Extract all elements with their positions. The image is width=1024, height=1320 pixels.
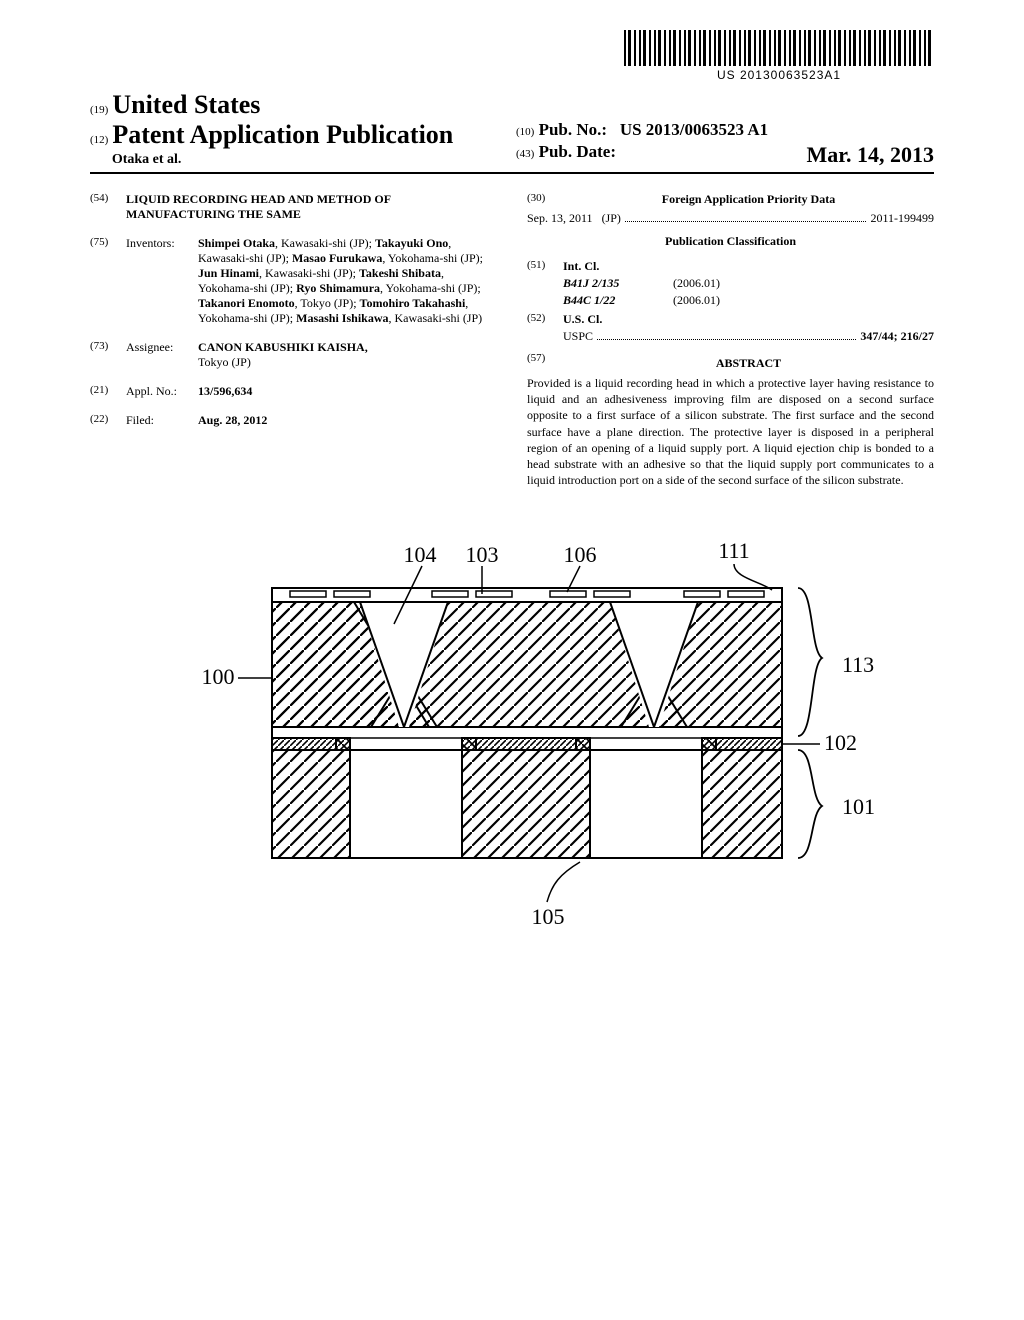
pub-no-line: (10) Pub. No.: US 2013/0063523 A1: [516, 120, 934, 140]
pub-date-line: (43) Pub. Date: Mar. 14, 2013: [516, 142, 934, 168]
pub-date-label: Pub. Date:: [539, 142, 616, 161]
code-51: (51): [527, 259, 563, 271]
header: (19) United States (12) Patent Applicati…: [90, 90, 934, 174]
int-cl-block: Int. Cl. B41J 2/135 (2006.01) B44C 1/22 …: [563, 259, 934, 310]
code-57: (57): [527, 352, 563, 375]
int-cl-row-1: B44C 1/22 (2006.01): [563, 293, 934, 308]
ref-106: 106: [564, 542, 597, 567]
field-appl-no: (21) Appl. No.: 13/596,634: [90, 384, 497, 399]
ref-111: 111: [718, 538, 749, 563]
abstract-heading: ABSTRACT: [563, 356, 934, 371]
field-filed: (22) Filed: Aug. 28, 2012: [90, 413, 497, 428]
dotted-leader: [625, 211, 867, 222]
invention-title: LIQUID RECORDING HEAD AND METHOD OF MANU…: [126, 192, 497, 222]
foreign-priority-heading: Foreign Application Priority Data: [563, 192, 934, 207]
barcode-area: US 20130063523A1: [90, 30, 934, 84]
field-assignee: (73) Assignee: CANON KABUSHIKI KAISHA, T…: [90, 340, 497, 370]
ref-101: 101: [842, 794, 875, 819]
uspc-label: USPC: [563, 329, 593, 344]
barcode-number: US 20130063523A1: [624, 68, 934, 82]
int-cl-symbol-1: B44C 1/22: [563, 293, 673, 308]
patent-page: US 20130063523A1 (19) United States (12)…: [0, 0, 1024, 1320]
upper-hatch-solids: [272, 602, 782, 727]
code-12: (12): [90, 134, 108, 146]
filed-value: Aug. 28, 2012: [198, 413, 497, 428]
protective-layer-102: [272, 738, 782, 750]
bibliographic-columns: (54) LIQUID RECORDING HEAD AND METHOD OF…: [90, 192, 934, 488]
publication-type: Patent Application Publication: [112, 120, 453, 149]
appl-no-value: 13/596,634: [198, 384, 497, 399]
code-73: (73): [90, 340, 126, 352]
priority-date: Sep. 13, 2011: [527, 211, 593, 226]
code-52: (52): [527, 312, 563, 324]
code-21: (21): [90, 384, 126, 396]
ref-104: 104: [404, 542, 437, 567]
barcode-stripes: [624, 30, 934, 66]
ref-100: 100: [202, 664, 235, 689]
priority-country: (JP): [602, 211, 621, 226]
code-43: (43): [516, 148, 534, 160]
field-us-cl: (52) U.S. Cl. USPC 347/44; 216/27: [527, 312, 934, 350]
field-int-cl: (51) Int. Cl. B41J 2/135 (2006.01) B44C …: [527, 259, 934, 310]
int-cl-label: Int. Cl.: [563, 259, 599, 273]
assignee-label: Assignee:: [126, 340, 198, 355]
int-cl-row-0: B41J 2/135 (2006.01): [563, 276, 934, 291]
inventors-label: Inventors:: [126, 236, 198, 251]
assignee-loc: Tokyo (JP): [198, 355, 251, 369]
abstract-text: Provided is a liquid recording head in w…: [527, 375, 934, 488]
lower-substrate: [272, 750, 782, 858]
authors-line: (12) Otaka et al.: [90, 152, 508, 168]
priority-number: 2011-199499: [870, 211, 934, 226]
us-cl-label: U.S. Cl.: [563, 312, 602, 326]
ref-113: 113: [842, 652, 874, 677]
foreign-priority-entry: Sep. 13, 2011 (JP) 2011-199499: [527, 211, 934, 226]
field-foreign-priority: (30) Foreign Application Priority Data: [527, 192, 934, 207]
pub-date: Mar. 14, 2013: [806, 142, 934, 168]
barcode: US 20130063523A1: [624, 30, 934, 82]
int-cl-symbol-0: B41J 2/135: [563, 276, 673, 291]
nozzle-plate-111: [272, 588, 782, 602]
assignee-name: CANON KABUSHIKI KAISHA,: [198, 340, 368, 354]
field-inventors: (75) Inventors: Shimpei Otaka, Kawasaki-…: [90, 236, 497, 326]
code-75: (75): [90, 236, 126, 248]
field-title: (54) LIQUID RECORDING HEAD AND METHOD OF…: [90, 192, 497, 222]
country: United States: [112, 90, 260, 119]
pub-classification-heading: Publication Classification: [527, 234, 934, 249]
code-22: (22): [90, 413, 126, 425]
filed-label: Filed:: [126, 413, 198, 428]
pubtype-line: (12) Patent Application Publication: [90, 120, 508, 150]
ref-103: 103: [466, 542, 499, 567]
uspc-line: USPC 347/44; 216/27: [563, 329, 934, 344]
code-54: (54): [90, 192, 126, 204]
right-column: (30) Foreign Application Priority Data S…: [527, 192, 934, 488]
ref-105: 105: [532, 904, 565, 929]
figure: 104 103 106 111 100 113 102: [90, 524, 934, 949]
us-cl-block: U.S. Cl. USPC 347/44; 216/27: [563, 312, 934, 350]
code-30: (30): [527, 192, 563, 204]
header-right: (10) Pub. No.: US 2013/0063523 A1 (43) P…: [508, 120, 934, 168]
assignee-value: CANON KABUSHIKI KAISHA, Tokyo (JP): [198, 340, 497, 370]
int-cl-year-1: (2006.01): [673, 293, 720, 308]
pub-no-label: Pub. No.:: [539, 120, 607, 139]
code-10: (10): [516, 126, 534, 138]
appl-no-label: Appl. No.:: [126, 384, 198, 399]
uspc-value: 347/44; 216/27: [860, 329, 934, 344]
code-19: (19): [90, 104, 108, 116]
inventors-list: Shimpei Otaka, Kawasaki-shi (JP); Takayu…: [198, 236, 497, 326]
figure-svg: 104 103 106 111 100 113 102: [122, 524, 902, 944]
left-column: (54) LIQUID RECORDING HEAD AND METHOD OF…: [90, 192, 497, 488]
dotted-leader: [597, 329, 856, 340]
int-cl-year-0: (2006.01): [673, 276, 720, 291]
pub-no: US 2013/0063523 A1: [620, 120, 768, 139]
ref-102: 102: [824, 730, 857, 755]
header-left: (19) United States (12) Patent Applicati…: [90, 90, 508, 168]
abstract-heading-row: (57) ABSTRACT: [527, 352, 934, 375]
country-line: (19) United States: [90, 90, 508, 120]
authors-et-al: Otaka et al.: [112, 152, 182, 167]
